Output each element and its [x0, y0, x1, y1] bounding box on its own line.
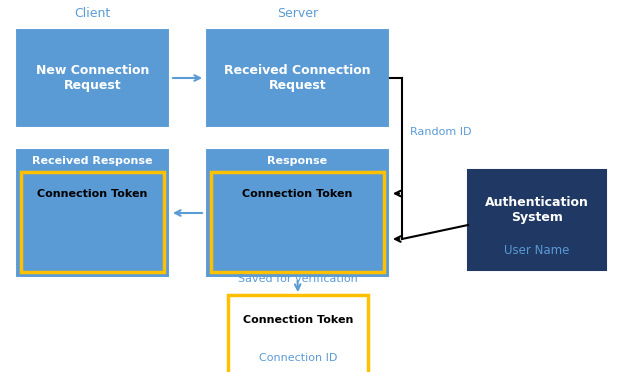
Bar	[468, 170, 606, 270]
Text: User Name: User Name	[61, 249, 123, 259]
Text: Connection Token: Connection Token	[37, 189, 148, 199]
Text: Server: Server	[277, 7, 318, 20]
Text: Authentication
System: Authentication System	[485, 196, 589, 224]
Bar	[205, 148, 390, 278]
Bar	[205, 28, 390, 128]
Bar	[15, 28, 170, 128]
Text: Client: Client	[74, 7, 110, 20]
Text: User Name: User Name	[267, 249, 329, 259]
Text: Connection ID: Connection ID	[259, 222, 337, 232]
Text: Random ID: Random ID	[410, 127, 471, 137]
Text: Connection Token: Connection Token	[243, 315, 353, 325]
Text: Received Response: Received Response	[32, 156, 153, 166]
Text: Received Connection
Request: Received Connection Request	[224, 64, 371, 92]
Text: Connection Token: Connection Token	[242, 189, 353, 199]
Text: New Connection
Request: New Connection Request	[36, 64, 149, 92]
Bar	[15, 148, 170, 278]
Text: Saved for verification: Saved for verification	[238, 275, 358, 285]
Text: Connection ID: Connection ID	[53, 222, 131, 232]
Bar	[21, 172, 164, 272]
Bar	[228, 295, 368, 372]
Text: Connection ID: Connection ID	[259, 353, 337, 363]
Text: User Name: User Name	[504, 244, 570, 257]
Bar	[211, 172, 384, 272]
Text: Response: Response	[267, 156, 327, 166]
